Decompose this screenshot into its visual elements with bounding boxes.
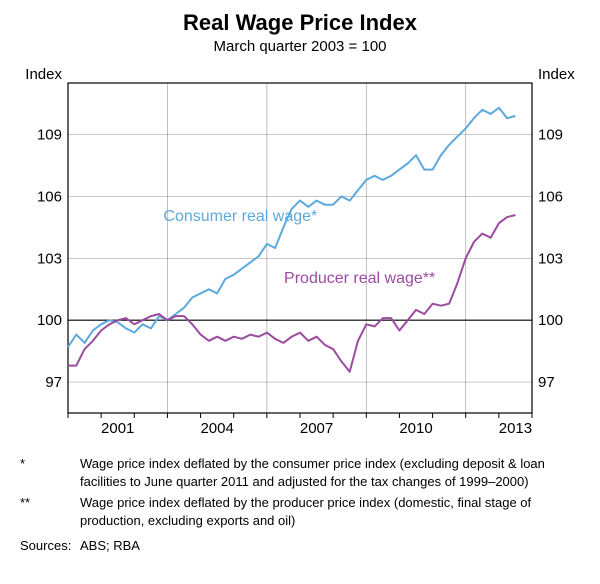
svg-text:2001: 2001: [101, 420, 134, 437]
svg-text:Consumer real wage*: Consumer real wage*: [163, 208, 317, 225]
footnote-text: Wage price index deflated by the consume…: [80, 455, 580, 490]
svg-text:2010: 2010: [399, 420, 432, 437]
svg-text:Producer real wage**: Producer real wage**: [284, 270, 435, 287]
svg-text:109: 109: [37, 127, 62, 144]
footnote-text: Wage price index deflated by the produce…: [80, 494, 580, 529]
svg-text:97: 97: [538, 374, 555, 391]
svg-text:2004: 2004: [200, 420, 233, 437]
chart-container: Real Wage Price Index March quarter 2003…: [0, 0, 600, 570]
footnote-marker: *: [20, 455, 80, 490]
svg-text:100: 100: [37, 312, 62, 329]
footnotes: * Wage price index deflated by the consu…: [20, 455, 580, 555]
footnote-2: ** Wage price index deflated by the prod…: [20, 494, 580, 529]
sources: Sources: ABS; RBA: [20, 537, 580, 555]
svg-text:106: 106: [538, 188, 563, 205]
svg-text:2007: 2007: [300, 420, 333, 437]
sources-label: Sources:: [20, 537, 80, 555]
svg-text:103: 103: [538, 250, 563, 267]
svg-text:Index: Index: [538, 66, 575, 83]
svg-text:Index: Index: [25, 66, 62, 83]
chart-title: Real Wage Price Index: [20, 10, 580, 36]
line-chart: 97 97 100 100 103 103 106 106 109 109 2001 2004 2007…: [20, 63, 580, 443]
chart-subtitle: March quarter 2003 = 100: [20, 38, 580, 55]
footnote-marker: **: [20, 494, 80, 529]
svg-text:106: 106: [37, 188, 62, 205]
svg-text:109: 109: [538, 127, 563, 144]
svg-text:2013: 2013: [499, 420, 532, 437]
footnote-1: * Wage price index deflated by the consu…: [20, 455, 580, 490]
svg-text:103: 103: [37, 250, 62, 267]
svg-text:97: 97: [45, 374, 62, 391]
sources-text: ABS; RBA: [80, 537, 580, 555]
svg-text:100: 100: [538, 312, 563, 329]
